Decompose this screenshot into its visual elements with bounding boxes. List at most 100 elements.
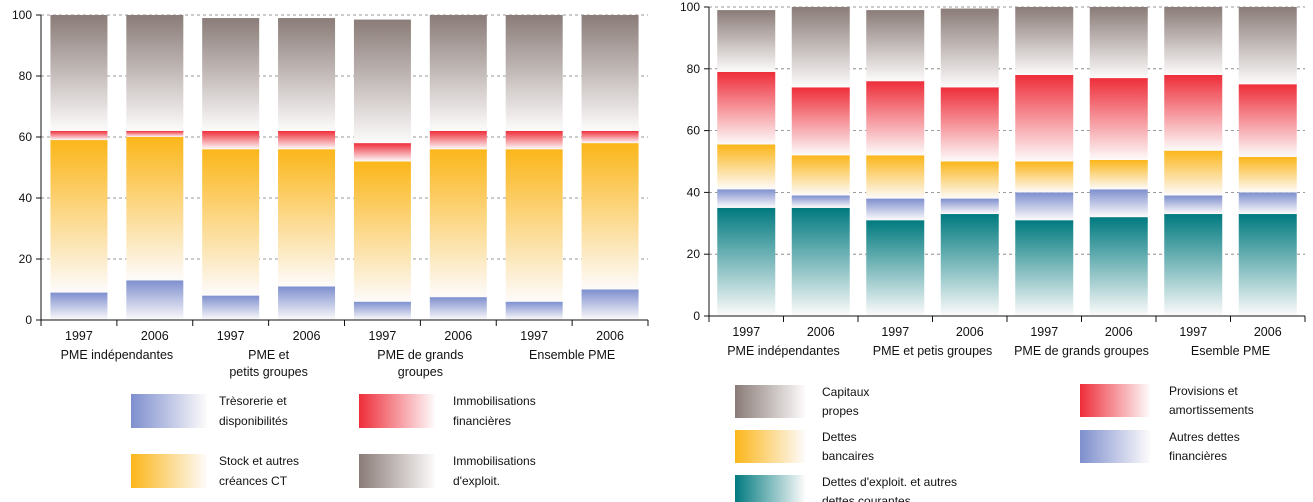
group-label: groupes: [398, 365, 443, 379]
group-label: PME de grands: [377, 348, 463, 362]
bar-segment: [581, 130, 639, 144]
bar-segment: [202, 149, 260, 296]
y-tick-label: 100: [12, 8, 32, 22]
legend-label: bancaires: [822, 449, 874, 463]
bar-segment: [1015, 161, 1074, 193]
bar-segment: [202, 18, 260, 131]
bar-segment: [940, 87, 999, 162]
x-tick-label: 1997: [1030, 325, 1058, 339]
y-tick-label: 0: [693, 309, 700, 323]
legend-swatch: [735, 385, 805, 418]
bar-segment: [1164, 7, 1223, 75]
legend-label: Immobilisations: [453, 394, 536, 408]
legend-label: Dettes: [822, 430, 857, 444]
x-tick-label: 1997: [1179, 325, 1207, 339]
bar-segment: [429, 15, 487, 131]
bar-segment: [126, 130, 184, 137]
bar-segment: [581, 289, 639, 320]
x-tick-label: 1997: [65, 329, 93, 343]
bar-segment: [940, 8, 999, 88]
y-tick-label: 0: [25, 313, 32, 327]
group-label: PME de grands groupes: [1014, 344, 1149, 358]
bar-segment: [126, 15, 184, 131]
bar-segment: [1089, 7, 1148, 79]
x-tick-label: 1997: [520, 329, 548, 343]
bar-segment: [505, 130, 563, 150]
bar-segment: [1089, 189, 1148, 218]
group-label: PME et: [248, 348, 290, 362]
legend-label: financières: [453, 414, 511, 428]
bar-segment: [1089, 217, 1148, 316]
bar-segment: [505, 301, 563, 320]
y-tick-label: 60: [19, 130, 33, 144]
x-tick-label: 2006: [1254, 325, 1282, 339]
group-label: PME et petis groupes: [873, 344, 993, 358]
legend-label: Dettes d'exploit. et autres: [822, 475, 957, 489]
bar-segment: [791, 7, 850, 88]
bar-segment: [50, 292, 108, 320]
y-tick-label: 20: [19, 252, 33, 266]
y-tick-label: 40: [687, 185, 701, 199]
y-tick-label: 20: [687, 247, 701, 261]
x-tick-label: 2006: [293, 329, 321, 343]
bar-segment: [353, 19, 411, 144]
bar-segment: [1238, 84, 1297, 157]
bar-segment: [1015, 220, 1074, 316]
bar-segment: [717, 10, 776, 72]
bar-segment: [278, 149, 336, 287]
legend-swatch: [131, 394, 207, 428]
bar-segment: [505, 15, 563, 131]
bar-segment: [940, 198, 999, 215]
legend-label: créances CT: [219, 474, 288, 488]
bar-segment: [866, 155, 925, 199]
bar-segment: [1164, 74, 1223, 151]
y-tick-label: 80: [19, 69, 33, 83]
legend-swatch: [735, 430, 805, 463]
x-tick-label: 1997: [217, 329, 245, 343]
legend-swatch: [131, 454, 207, 488]
bar-segment: [353, 161, 411, 302]
bar-segment: [1015, 74, 1074, 162]
bar-segment: [50, 140, 108, 293]
bar-segment: [278, 18, 336, 131]
bar-segment: [717, 189, 776, 208]
legend-label: Immobilisations: [453, 454, 536, 468]
x-tick-label: 2006: [444, 329, 472, 343]
bar-segment: [1238, 192, 1297, 215]
y-tick-label: 100: [680, 0, 700, 14]
y-tick-label: 80: [687, 62, 701, 76]
bar-segment: [1238, 7, 1297, 85]
x-tick-label: 1997: [881, 325, 909, 339]
x-tick-label: 1997: [732, 325, 760, 339]
bar-segment: [202, 295, 260, 320]
bar-segment: [50, 130, 108, 141]
x-tick-label: 2006: [596, 329, 624, 343]
bar-segment: [717, 207, 776, 316]
bar-segment: [1238, 214, 1297, 316]
x-tick-label: 2006: [1105, 325, 1133, 339]
bar-segment: [429, 149, 487, 298]
legend-label: dettes courantes: [822, 494, 911, 502]
legend-swatch: [1080, 430, 1150, 463]
group-label: petits groupes: [229, 365, 308, 379]
chart-liabilities-composition: 0 20 40 60 80 100 1997 2006 1997 2006 1997 2006 1997…: [680, 0, 1306, 502]
bar-segment: [866, 10, 925, 82]
group-label: Ensemble PME: [529, 348, 615, 362]
bar-segment: [1164, 214, 1223, 316]
bar-segment: [126, 137, 184, 281]
x-tick-label: 2006: [956, 325, 984, 339]
bar-segment: [791, 195, 850, 208]
x-tick-label: 2006: [141, 329, 169, 343]
legend-swatch: [735, 475, 805, 502]
bar-segment: [791, 155, 850, 196]
bar-segment: [202, 130, 260, 150]
legend-label: financières: [1169, 449, 1227, 463]
legend-label: Provisions et: [1169, 384, 1238, 398]
bar-segment: [1238, 156, 1297, 193]
bar-segment: [353, 301, 411, 320]
legend-label: Trèsorerie et: [219, 394, 287, 408]
bar-segment: [581, 15, 639, 131]
legend-swatch: [359, 394, 435, 428]
bar-segment: [791, 87, 850, 156]
